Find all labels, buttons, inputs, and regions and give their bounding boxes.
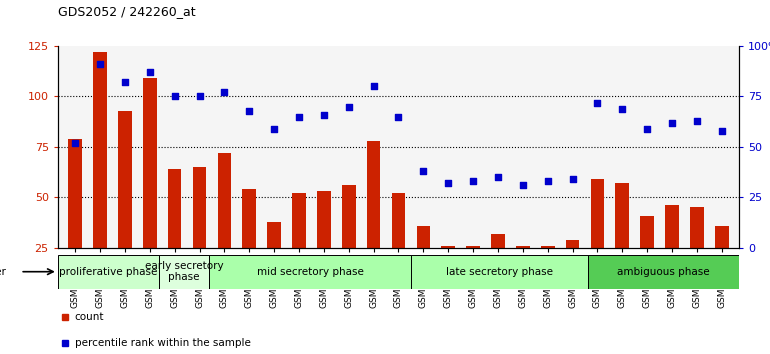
Point bbox=[715, 128, 728, 133]
Point bbox=[517, 182, 529, 188]
Bar bbox=[243, 189, 256, 298]
Point bbox=[94, 61, 106, 67]
Bar bbox=[641, 216, 654, 298]
Bar bbox=[159, 255, 209, 289]
Bar bbox=[143, 78, 156, 298]
Point bbox=[492, 175, 504, 180]
Bar bbox=[367, 141, 380, 298]
Bar bbox=[491, 234, 505, 298]
Point bbox=[144, 69, 156, 75]
Point bbox=[591, 100, 604, 105]
Bar bbox=[588, 255, 739, 289]
Point bbox=[243, 108, 256, 113]
Point bbox=[691, 118, 703, 124]
Bar bbox=[267, 222, 281, 298]
Text: early secretory
phase: early secretory phase bbox=[145, 261, 223, 282]
Point bbox=[169, 94, 181, 99]
Bar bbox=[168, 169, 182, 298]
Bar bbox=[541, 246, 554, 298]
Bar bbox=[118, 110, 132, 298]
Point bbox=[442, 181, 454, 186]
Bar bbox=[690, 207, 704, 298]
Bar bbox=[615, 183, 629, 298]
Point bbox=[467, 178, 479, 184]
Bar bbox=[218, 153, 231, 298]
Text: other: other bbox=[0, 267, 7, 277]
Point bbox=[218, 90, 230, 95]
Point bbox=[567, 176, 579, 182]
Bar bbox=[411, 255, 588, 289]
Bar bbox=[392, 193, 405, 298]
Bar bbox=[58, 255, 159, 289]
Point bbox=[367, 84, 380, 89]
Bar bbox=[441, 246, 455, 298]
Point bbox=[268, 126, 280, 132]
Text: mid secretory phase: mid secretory phase bbox=[256, 267, 363, 277]
Point bbox=[69, 140, 82, 146]
Bar bbox=[292, 193, 306, 298]
Text: percentile rank within the sample: percentile rank within the sample bbox=[75, 338, 251, 348]
Bar bbox=[209, 255, 411, 289]
Point bbox=[541, 178, 554, 184]
Text: count: count bbox=[75, 312, 104, 322]
Text: ambiguous phase: ambiguous phase bbox=[618, 267, 710, 277]
Point bbox=[666, 120, 678, 126]
Point bbox=[616, 106, 628, 112]
Bar bbox=[93, 52, 107, 298]
Point bbox=[318, 112, 330, 118]
Bar bbox=[566, 240, 579, 298]
Point bbox=[193, 94, 206, 99]
Bar bbox=[715, 225, 728, 298]
Point bbox=[293, 114, 305, 120]
Point bbox=[119, 80, 131, 85]
Point bbox=[641, 126, 653, 132]
Bar bbox=[317, 191, 330, 298]
Point bbox=[417, 168, 430, 174]
Point bbox=[393, 114, 405, 120]
Text: GDS2052 / 242260_at: GDS2052 / 242260_at bbox=[58, 5, 196, 18]
Text: late secretory phase: late secretory phase bbox=[446, 267, 553, 277]
Bar bbox=[192, 167, 206, 298]
Bar bbox=[591, 179, 604, 298]
Bar bbox=[69, 139, 82, 298]
Point bbox=[343, 104, 355, 109]
Text: proliferative phase: proliferative phase bbox=[59, 267, 157, 277]
Bar bbox=[665, 205, 679, 298]
Bar bbox=[417, 225, 430, 298]
Bar bbox=[342, 185, 356, 298]
Bar bbox=[516, 246, 530, 298]
Bar bbox=[467, 246, 480, 298]
